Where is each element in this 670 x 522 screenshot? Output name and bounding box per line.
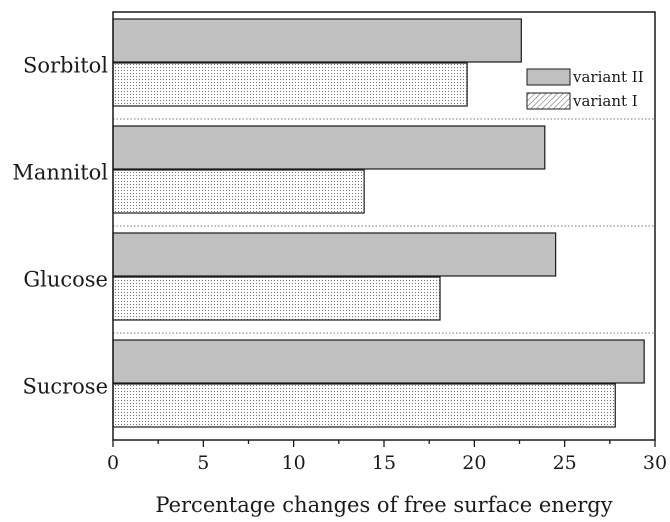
group-separators (113, 118, 655, 334)
x-tick-label-5: 5 (197, 452, 209, 474)
legend-swatch-variant-i (526, 92, 571, 110)
category-label-mannitol: Mannitol (12, 161, 108, 185)
y-axis-category-labels: Sorbitol Mannitol Glucose Sucrose (12, 54, 108, 399)
x-tick-label-30: 30 (643, 452, 667, 474)
bar-sorbitol-variant-i (112, 62, 468, 107)
x-axis-title: Percentage changes of free surface energ… (155, 493, 612, 517)
category-label-sucrose: Sucrose (22, 375, 108, 399)
x-axis-ticks: 0 5 10 15 20 25 30 (107, 440, 667, 474)
bar-sucrose-variant-ii (112, 339, 645, 384)
legend-swatch-variant-ii (526, 68, 571, 86)
x-tick-label-20: 20 (462, 452, 486, 474)
x-tick-label-10: 10 (282, 452, 306, 474)
legend-label-variant-ii: variant II (572, 68, 644, 86)
bar-mannitol-variant-i (112, 169, 365, 214)
bar-series (112, 18, 645, 428)
bar-glucose-variant-i (112, 276, 441, 321)
category-label-glucose: Glucose (23, 268, 108, 292)
category-label-sorbitol: Sorbitol (23, 54, 108, 78)
x-tick-label-0: 0 (107, 452, 119, 474)
x-tick-label-15: 15 (372, 452, 396, 474)
bar-sucrose-variant-i (112, 383, 616, 428)
x-tick-label-25: 25 (553, 452, 577, 474)
legend-label-variant-i: variant I (572, 92, 638, 110)
bar-mannitol-variant-ii (112, 125, 546, 170)
legend: variant II variant I (526, 68, 644, 110)
bar-sorbitol-variant-ii (112, 18, 522, 63)
bar-glucose-variant-ii (112, 232, 557, 277)
